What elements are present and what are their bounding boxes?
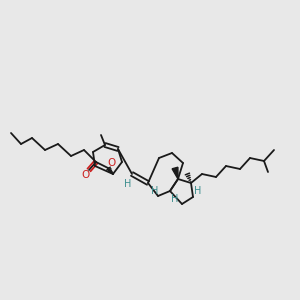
Text: H: H: [124, 179, 132, 189]
Text: H: H: [171, 194, 179, 204]
Text: H: H: [194, 186, 202, 196]
Polygon shape: [172, 167, 178, 179]
Text: H: H: [151, 186, 159, 196]
Text: O: O: [108, 158, 116, 168]
Text: O: O: [81, 170, 89, 180]
